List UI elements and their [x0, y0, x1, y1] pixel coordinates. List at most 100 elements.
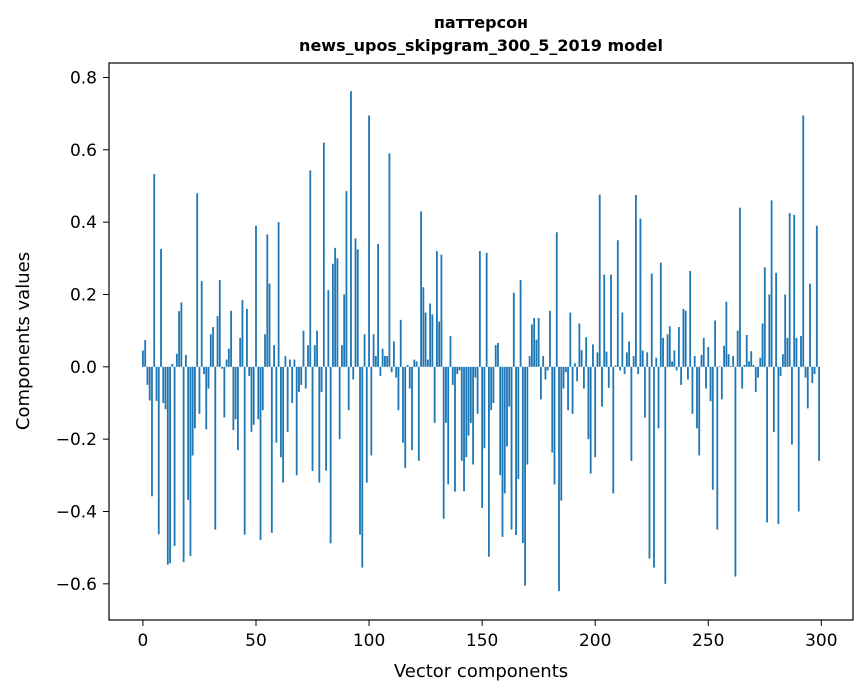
bar-component-194: [581, 350, 583, 367]
bar-component-243: [692, 367, 694, 414]
bar-component-218: [635, 195, 637, 367]
bar-component-225: [651, 274, 653, 367]
bar-component-131: [438, 322, 440, 367]
bar-component-273: [759, 358, 761, 367]
bar-component-12: [169, 367, 171, 563]
bar-component-1: [144, 340, 146, 367]
x-tick-label: 100: [353, 631, 385, 651]
bar-component-212: [621, 313, 623, 367]
bar-component-63: [284, 356, 286, 367]
bar-component-183: [556, 232, 558, 367]
bar-component-160: [504, 367, 506, 494]
bar-component-10: [165, 367, 167, 409]
bar-component-287: [791, 367, 793, 445]
bar-component-254: [716, 367, 718, 530]
bar-component-207: [610, 275, 612, 367]
bar-component-191: [574, 363, 576, 367]
bar-component-11: [167, 367, 169, 565]
bar-component-52: [260, 367, 262, 540]
bar-component-60: [278, 222, 280, 367]
bar-component-49: [253, 367, 255, 425]
bar-component-6: [156, 367, 158, 401]
bar-component-65: [289, 360, 291, 367]
bar-component-216: [630, 367, 632, 461]
bar-component-123: [420, 211, 422, 367]
bar-component-169: [524, 367, 526, 586]
bar-component-0: [142, 351, 144, 367]
bar-component-19: [185, 355, 187, 367]
bar-component-262: [735, 367, 737, 577]
bar-component-33: [217, 316, 219, 367]
bar-component-176: [540, 367, 542, 400]
bar-component-61: [280, 367, 282, 457]
bar-component-146: [472, 367, 474, 465]
bar-component-112: [395, 367, 397, 378]
bar-component-122: [418, 367, 420, 461]
bar-component-202: [599, 195, 601, 367]
bar-component-177: [542, 356, 544, 367]
bar-component-196: [585, 337, 587, 367]
bar-component-82: [327, 290, 329, 367]
bar-component-2: [147, 367, 149, 385]
x-axis-ticks: 0 50 100 150 200 250 300: [138, 620, 838, 651]
bar-component-30: [210, 334, 212, 367]
bar-component-213: [624, 367, 626, 374]
bar-component-23: [194, 367, 196, 428]
bar-component-81: [325, 367, 327, 471]
bar-component-179: [547, 367, 549, 371]
bar-component-209: [615, 365, 617, 366]
bar-component-59: [275, 367, 277, 443]
bar-component-71: [303, 331, 305, 367]
bar-component-64: [287, 367, 289, 432]
bar-component-132: [441, 255, 443, 367]
bar-component-236: [676, 367, 678, 371]
bar-component-138: [454, 367, 456, 492]
bar-component-89: [343, 294, 345, 366]
bar-component-184: [558, 367, 560, 591]
bar-component-248: [703, 338, 705, 367]
bar-component-249: [705, 367, 707, 389]
bar-component-116: [404, 367, 406, 468]
bar-component-139: [456, 367, 458, 374]
bar-component-190: [572, 367, 574, 414]
bar-component-153: [488, 367, 490, 557]
bar-component-41: [235, 367, 237, 419]
chart-title-line-1: паттерсон: [434, 13, 528, 32]
bar-component-281: [777, 367, 779, 524]
bar-component-161: [506, 367, 508, 447]
bar-component-114: [400, 320, 402, 367]
bar-component-18: [183, 367, 185, 562]
bar-component-39: [230, 311, 232, 367]
bar-component-149: [479, 251, 481, 367]
bar-component-48: [251, 367, 253, 432]
bar-component-29: [208, 367, 210, 389]
bar-component-180: [549, 311, 551, 367]
bar-component-85: [334, 248, 336, 367]
bar-component-155: [493, 367, 495, 403]
bar-component-42: [237, 367, 239, 450]
bar-component-4: [151, 367, 153, 496]
bar-component-73: [307, 345, 309, 367]
bar-component-172: [531, 325, 533, 367]
y-tick-label: 0.6: [70, 141, 97, 161]
bar-component-291: [800, 336, 802, 367]
x-tick-label: 250: [692, 631, 724, 651]
bar-component-173: [533, 318, 535, 367]
bar-component-95: [357, 249, 359, 367]
x-tick-label: 300: [805, 631, 837, 651]
bar-component-72: [305, 367, 307, 389]
bar-component-93: [352, 367, 354, 380]
bar-component-266: [744, 365, 746, 367]
bar-component-3: [149, 367, 151, 401]
bar-component-115: [402, 367, 404, 443]
bar-component-70: [300, 367, 302, 385]
bar-component-80: [323, 143, 325, 367]
bar-component-154: [490, 367, 492, 410]
bar-component-253: [714, 321, 716, 367]
bar-component-285: [787, 338, 789, 367]
bar-component-51: [257, 367, 259, 419]
bar-component-214: [626, 352, 628, 366]
bar-component-92: [350, 91, 352, 367]
bar-component-224: [649, 367, 651, 559]
bar-component-67: [294, 360, 296, 367]
